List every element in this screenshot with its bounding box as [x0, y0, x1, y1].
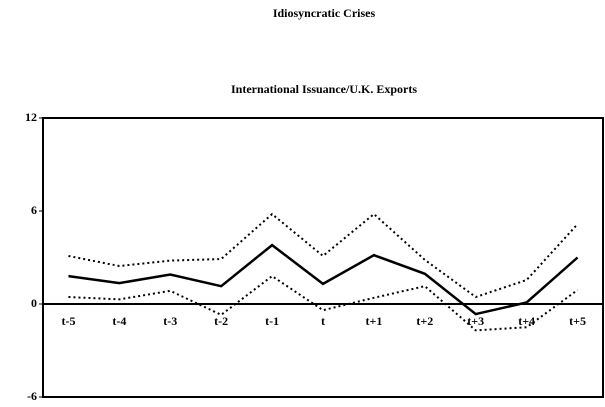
x-tick-label: t-3	[163, 314, 177, 328]
x-tick-label: t+1	[365, 314, 382, 328]
x-tick-label: t-2	[214, 314, 228, 328]
y-tick-label: 12	[25, 110, 37, 124]
y-tick-label: 6	[31, 203, 37, 217]
series-line	[68, 274, 579, 332]
x-tick-label: t-5	[61, 314, 75, 328]
x-tick-label: t+3	[467, 314, 484, 328]
x-tick-label: t-1	[265, 314, 279, 328]
chart-suptitle: Idiosyncratic Crises	[273, 6, 376, 20]
x-tick-label: t+4	[518, 314, 535, 328]
x-tick-label: t-4	[112, 314, 126, 328]
x-tick-label: t+5	[569, 314, 586, 328]
chart-title: International Issuance/U.K. Exports	[231, 82, 417, 96]
series-line	[68, 243, 579, 316]
y-tick-label: -6	[27, 389, 37, 403]
x-tick-label: t	[321, 314, 325, 328]
series-line	[68, 212, 579, 299]
y-tick-label: 0	[31, 296, 37, 310]
x-tick-label: t+2	[416, 314, 433, 328]
plot-frame	[42, 117, 604, 398]
